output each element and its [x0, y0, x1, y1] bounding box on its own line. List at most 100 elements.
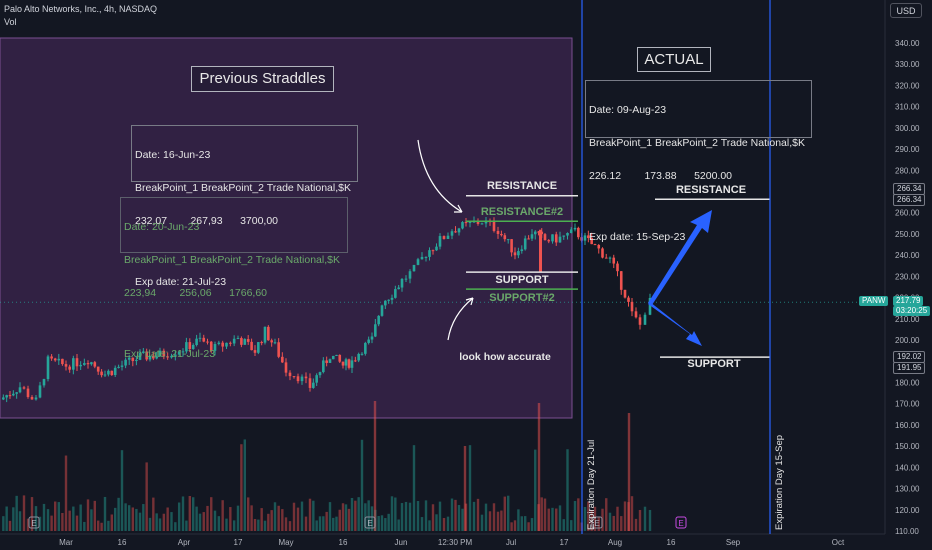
candle-body	[221, 342, 224, 347]
earnings-marker-label: E	[31, 519, 36, 528]
support2-label: SUPPORT#2	[489, 292, 555, 304]
candle-body	[431, 250, 435, 252]
volume-bar	[162, 513, 166, 531]
volume-bar	[152, 497, 155, 531]
candle-body	[623, 289, 627, 298]
note-header: BreakPoint_1 BreakPoint_2 Trade National…	[124, 254, 340, 266]
volume-bar	[424, 500, 428, 531]
volume-bar	[496, 511, 500, 531]
volume-bar	[468, 445, 472, 531]
candle-body	[554, 234, 558, 243]
volume-bar	[288, 521, 292, 531]
candle-body	[325, 360, 328, 363]
candle-body	[75, 358, 79, 367]
note-date: Date: 20-Jun-23	[124, 221, 200, 233]
volume-bar	[8, 520, 12, 531]
volume-bar	[34, 506, 38, 531]
candle-body	[288, 372, 292, 377]
volume-bar	[185, 520, 188, 531]
volume-bar	[446, 516, 450, 531]
volume-bar	[128, 505, 131, 531]
candle-body	[152, 355, 155, 359]
volume-bar	[315, 520, 318, 531]
candle-body	[428, 250, 431, 257]
candle-body	[124, 359, 127, 366]
candle-body	[22, 387, 26, 389]
support-label: SUPPORT	[495, 274, 549, 286]
volume-bar	[510, 522, 513, 531]
candle-body	[344, 359, 348, 366]
candle-body	[338, 354, 342, 362]
candle-body	[50, 356, 53, 359]
volume-bar	[570, 520, 573, 531]
candle-body	[547, 240, 551, 242]
actual-title: ACTUAL	[637, 47, 711, 72]
candle-body	[424, 256, 428, 258]
volume-bar	[612, 515, 615, 531]
volume-bar	[114, 507, 117, 531]
volume-bar	[270, 510, 273, 531]
volume-bar	[57, 502, 60, 531]
x-tick-label: 17	[560, 538, 569, 547]
volume-bar	[332, 517, 335, 531]
y-tick-label: 240.00	[895, 251, 920, 260]
candle-body	[558, 236, 562, 243]
candle-body	[454, 231, 457, 233]
candle-body	[217, 342, 221, 345]
candle-body	[476, 221, 480, 224]
candle-body	[185, 342, 188, 352]
volume-bar	[292, 502, 296, 531]
candle-body	[209, 341, 213, 351]
volume-bar	[583, 506, 587, 531]
y-tick-label: 310.00	[895, 103, 920, 112]
currency-button[interactable]: USD	[890, 3, 922, 18]
volume-bar	[142, 504, 145, 531]
candle-body	[72, 358, 75, 370]
candle-body	[170, 355, 173, 358]
volume-bar	[257, 519, 260, 531]
candle-body	[420, 256, 424, 260]
candle-body	[267, 326, 270, 341]
candle-body	[569, 229, 573, 233]
candle-body	[131, 357, 135, 362]
candle-body	[195, 338, 198, 346]
last-price-tag: 217.79	[893, 296, 924, 306]
volume-bar	[170, 512, 173, 531]
candle-body	[162, 350, 166, 357]
candle-body	[492, 221, 496, 231]
candle-body	[484, 221, 488, 224]
candle-body	[616, 263, 619, 272]
volume-bar	[454, 499, 457, 531]
volume-bar	[300, 501, 304, 531]
candle-body	[53, 358, 57, 361]
volume-bar	[131, 507, 134, 531]
volume-spike-bar	[463, 446, 467, 531]
candle-body	[387, 299, 390, 301]
arrowhead-icon	[465, 297, 474, 306]
volume-bar	[412, 445, 416, 531]
candle-body	[300, 376, 304, 382]
volume-bar	[188, 495, 191, 531]
dividend-marker	[675, 516, 687, 529]
y-tick-label: 110.00	[895, 527, 919, 536]
candle-body	[630, 301, 634, 312]
candle-body	[57, 358, 61, 361]
volume-bar	[273, 502, 277, 531]
y-tick-label: 330.00	[895, 60, 920, 69]
volume-bar	[543, 498, 547, 531]
candle-body	[12, 393, 15, 396]
candle-body	[350, 360, 354, 368]
volume-spike-bar	[373, 401, 377, 531]
volume-bar	[267, 513, 270, 531]
y-tick-label: 210.00	[895, 315, 920, 324]
volume-bar	[380, 515, 384, 531]
dividend-marker-label: E	[678, 519, 683, 528]
volume-bar	[100, 522, 103, 531]
candle-body	[177, 351, 181, 355]
volume-bar	[177, 502, 181, 531]
x-tick-label: Aug	[608, 538, 622, 547]
volume-bar	[232, 520, 236, 531]
volume-bar	[384, 518, 387, 531]
candle-body	[145, 351, 148, 360]
